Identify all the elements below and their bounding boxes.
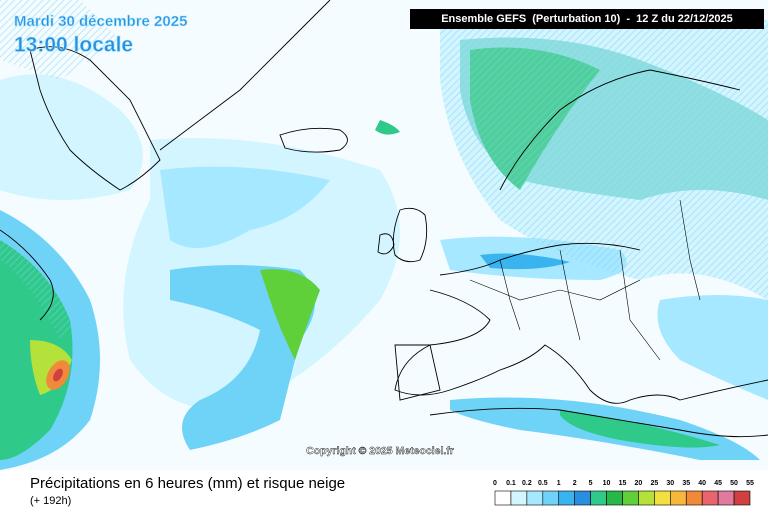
legend-swatch (670, 490, 687, 506)
legend-label: 30 (666, 480, 674, 487)
footer-title: Précipitations en 6 heures (mm) et risqu… (30, 475, 345, 492)
legend-label: 25 (650, 480, 658, 487)
borders (469, 199, 701, 361)
legend-label: 0.5 (538, 480, 548, 487)
model-box (410, 9, 764, 29)
legend-label: 0.2 (522, 480, 532, 487)
legend-label: 45 (714, 480, 722, 487)
legend-swatch (622, 490, 639, 506)
map (0, 0, 768, 470)
legend-swatch (638, 490, 655, 506)
legend-swatch (701, 490, 719, 506)
legend-label: 55 (746, 480, 754, 487)
legend-swatch (510, 490, 528, 506)
legend-label: 0.1 (506, 480, 516, 487)
legend-swatch (733, 490, 751, 506)
legend-label: 35 (682, 480, 690, 487)
legend-swatch (717, 490, 735, 506)
legend-swatch (574, 490, 591, 506)
legend-label: 1 (557, 480, 561, 487)
legend-swatch (590, 490, 607, 506)
legend-swatch (606, 490, 623, 506)
date: Mardi 30 décembre 2025 (14, 13, 187, 30)
model-run: Ensemble GEFS (Perturbation 10) - 12 Z d… (441, 13, 733, 25)
legend-swatch (526, 490, 544, 506)
legend-swatch (654, 490, 671, 506)
legend-label: 0 (493, 480, 497, 487)
legend-label: 2 (573, 480, 577, 487)
legend-label: 40 (698, 480, 706, 487)
legend-swatch (685, 490, 703, 506)
legend-label: 10 (603, 480, 611, 487)
legend-swatch (542, 490, 560, 506)
legend-swatch (494, 490, 512, 506)
legend-label: 15 (619, 480, 627, 487)
legend: 0 0.1 0.2 0.5 1 2 5 10 15 20 25 30 35 40 45 50 55 (493, 480, 754, 506)
local-time: 13:00 locale (14, 34, 133, 57)
copyright: Copyright © 2025 Meteociel.fr (306, 445, 454, 457)
lead-time: (+ 192h) (30, 495, 71, 507)
legend-label: 20 (635, 480, 643, 487)
legend-label: 50 (730, 480, 738, 487)
legend-label: 5 (589, 480, 593, 487)
precip-field (0, 0, 768, 470)
coastlines (0, 0, 768, 438)
legend-swatch (558, 490, 575, 506)
